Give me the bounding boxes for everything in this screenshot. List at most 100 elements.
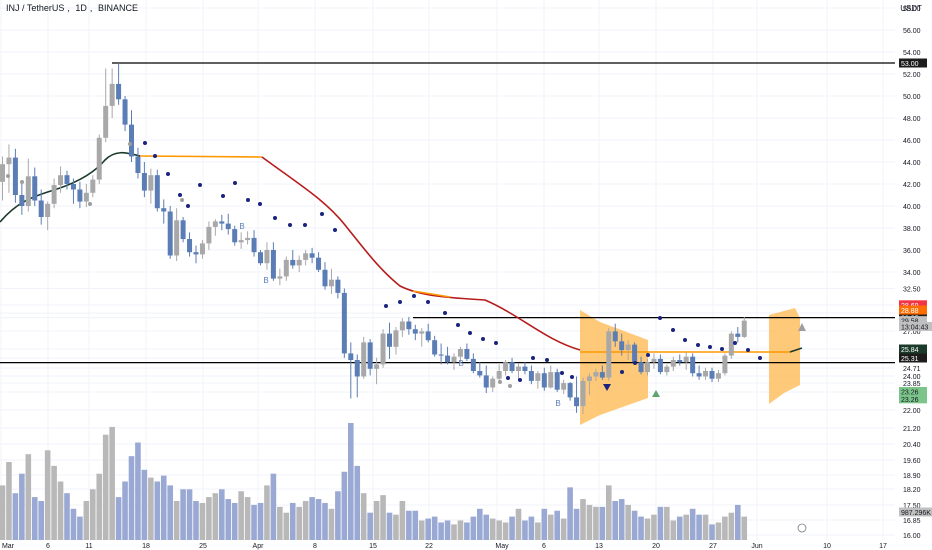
volume-bar xyxy=(122,481,128,540)
volume-bar xyxy=(257,502,264,540)
volume-bar xyxy=(270,473,277,540)
volume-bar xyxy=(496,520,502,540)
candle-body xyxy=(348,353,354,360)
up-triangle-icon xyxy=(652,390,660,397)
price-tick: 42.00 xyxy=(903,182,921,189)
sell-dot xyxy=(166,172,170,176)
price-tick: 54.00 xyxy=(903,50,921,57)
b-label: B xyxy=(555,399,560,408)
candle-body xyxy=(722,355,728,374)
volume-bar xyxy=(689,508,696,540)
price-tick: 19.60 xyxy=(903,458,921,465)
candle-body xyxy=(354,360,360,377)
candle-body xyxy=(606,331,612,378)
interval-label[interactable]: 1D xyxy=(75,3,87,13)
price-axis[interactable]: 58.00 56.00 54.00 52.00 50.00 48.00 46.00 44.00… xyxy=(895,0,932,550)
volume-bar xyxy=(38,501,44,540)
volume-bar xyxy=(676,516,683,540)
volume-bar xyxy=(399,501,406,540)
candle-body xyxy=(129,124,134,157)
sell-dot xyxy=(746,348,750,352)
date-axis[interactable]: Mar 6 11 18 25 Apr 8 15 22 May 6 13 20 27 Jun 10 17 xyxy=(0,540,932,550)
candle-body xyxy=(341,292,347,354)
price-tick: 16.00 xyxy=(903,533,921,540)
volume-bar xyxy=(354,465,361,540)
volume-bar xyxy=(386,512,393,540)
candle-body xyxy=(612,331,618,342)
candle-body xyxy=(451,356,457,363)
sell-dot xyxy=(758,356,762,360)
candle-body xyxy=(741,320,747,337)
candle-body xyxy=(303,253,309,260)
symbol-label[interactable]: INJ / TetherUS xyxy=(6,3,65,13)
candle-body xyxy=(548,372,554,388)
candle-body xyxy=(464,349,470,359)
ma-red xyxy=(261,156,581,351)
volume-bar xyxy=(264,485,270,540)
volume-bar xyxy=(309,497,315,540)
volume-bar xyxy=(593,506,599,540)
sell-dot xyxy=(198,183,202,187)
price-tick: 24.71 xyxy=(903,366,921,373)
price-tick: 17.50 xyxy=(903,503,921,510)
candle-body xyxy=(715,373,721,379)
price-tick: 56.00 xyxy=(903,28,921,35)
volume-bars xyxy=(0,423,748,540)
candle-body xyxy=(599,372,605,378)
price-tick: 20.40 xyxy=(903,442,921,449)
candle-body xyxy=(412,329,418,334)
sell-dot xyxy=(696,343,700,347)
price-tick: 38.00 xyxy=(903,226,921,233)
sell-dot xyxy=(443,311,447,315)
price-tick: 46.00 xyxy=(903,138,921,145)
volume-bar xyxy=(560,518,567,540)
date-tick: 15 xyxy=(369,543,377,550)
candle-body xyxy=(696,373,702,377)
candle-body xyxy=(251,237,257,253)
volume-bar xyxy=(57,481,64,540)
date-tick: 11 xyxy=(85,543,92,550)
candle-body xyxy=(657,358,663,373)
candle-body xyxy=(238,240,244,243)
date-tick: Apr xyxy=(253,543,265,550)
candle-body xyxy=(387,333,392,347)
candle-body xyxy=(32,176,38,201)
candle-body xyxy=(19,195,25,206)
volume-bar xyxy=(535,522,541,540)
candle-body xyxy=(219,221,225,224)
candle-body xyxy=(264,250,270,264)
price-tick: 24.00 xyxy=(903,374,921,381)
volume-bar xyxy=(148,477,154,540)
candle-body xyxy=(25,176,31,206)
volume-bar xyxy=(160,475,167,540)
candle-body xyxy=(187,239,193,253)
volume-bar xyxy=(348,423,354,540)
candle-body xyxy=(625,344,631,351)
price-tick: 44.00 xyxy=(903,160,921,167)
volume-bar xyxy=(528,516,535,540)
price-label-text: 25.84 xyxy=(901,347,919,354)
sell-dot xyxy=(708,345,712,349)
moving-averages xyxy=(0,151,803,353)
candle-body xyxy=(51,185,57,204)
candle-body xyxy=(290,259,296,266)
candle-body xyxy=(328,279,334,287)
volume-bar xyxy=(489,518,496,540)
volume-bar xyxy=(180,489,186,540)
sell-dot xyxy=(494,341,498,345)
sell-dot xyxy=(398,300,402,304)
volume-bar xyxy=(360,493,367,540)
sell-dot xyxy=(531,356,535,360)
candle-body xyxy=(522,366,528,371)
price-tick: 48.00 xyxy=(903,116,921,123)
volume-bar xyxy=(231,502,238,540)
volume-bar xyxy=(612,501,619,540)
volume-bar xyxy=(277,506,283,540)
sell-dot xyxy=(333,228,337,232)
volume-bar xyxy=(128,456,135,540)
price-label-badge xyxy=(899,321,932,331)
candle-body xyxy=(703,371,709,377)
volume-bar xyxy=(283,512,290,540)
volume-bar xyxy=(296,506,302,540)
